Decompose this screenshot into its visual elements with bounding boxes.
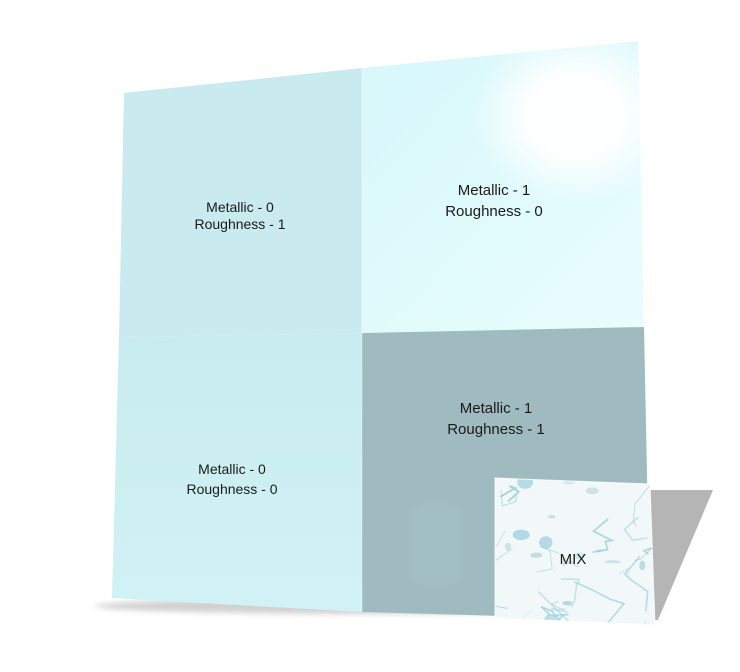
marble-vein [591,518,615,554]
marble-vein [623,555,649,612]
marble-vein [630,621,646,625]
marble-vein [495,548,513,606]
quadrant-metallic-1-roughness-0 [362,41,644,333]
marble-vein [560,577,581,607]
marble-spot [585,487,599,495]
marble-spot [562,480,576,485]
marble-vein [562,557,579,568]
marble-spot [639,560,646,571]
label-roughness: Roughness - 1 [447,421,545,438]
marble-spot [548,514,556,519]
label-roughness: Roughness - 0 [186,481,277,497]
label-metallic: Metallic - 1 [458,182,531,199]
marble-spot [512,529,530,541]
marble-vein [495,596,508,609]
label-metallic: Metallic - 0 [206,199,274,215]
marble-vein [513,608,534,625]
marble-spot [562,601,573,605]
mix-tile [494,477,656,626]
marble-spot [544,614,560,624]
label-metallic: Metallic - 0 [198,461,266,477]
specular-highlight [470,41,644,203]
marble-spot [596,549,602,553]
label-metallic: Metallic - 1 [460,400,533,417]
marble-spot [572,552,586,560]
marble-spot [539,536,553,549]
marble-vein [499,485,521,503]
mix-label: MIX [560,551,587,568]
marble-spot [530,552,543,558]
quadrant-metallic-0-roughness-0 [112,333,362,612]
quadrant-metallic-0-roughness-1 [119,68,362,337]
faint-reflection [410,505,462,583]
label-roughness: Roughness - 1 [194,216,285,232]
marble-vein [619,568,630,576]
marble-vein [574,581,626,625]
marble-spot [604,560,622,564]
marble-vein [495,530,506,552]
marble-spot [504,542,511,551]
mix-tile-shadow [650,490,713,620]
marble-vein [642,547,655,555]
marble-vein [623,516,648,542]
label-roughness: Roughness - 0 [445,203,543,220]
marble-vein [500,490,517,507]
marble-vein [550,600,569,614]
